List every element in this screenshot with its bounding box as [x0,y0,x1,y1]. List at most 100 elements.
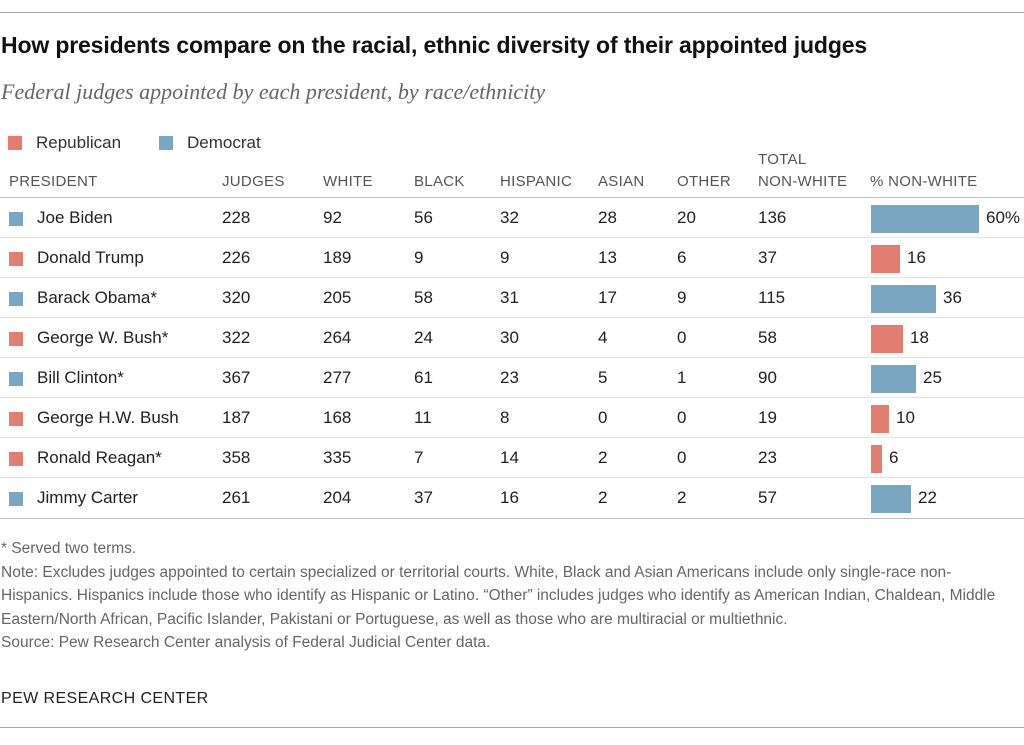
cell-asian: 0 [598,408,608,427]
cell-black: 9 [414,248,424,267]
cell-total: 23 [758,448,777,467]
cell-judges: 320 [222,288,251,307]
cell-black: 58 [414,288,433,307]
bar-pct-non-white [871,445,882,473]
bar-label-pct: 16 [907,248,926,267]
row-divider [0,477,1024,478]
cell-asian: 28 [598,208,617,227]
cell-president: Bill Clinton* [37,368,124,387]
cell-judges: 228 [222,208,251,227]
cell-other: 6 [677,248,687,267]
header-rule [0,197,1024,198]
header-pct-non-white: % NON-WHITE [870,173,978,190]
row-divider [0,357,1024,358]
bar-pct-non-white [871,405,889,433]
cell-other: 2 [677,488,687,507]
party-swatch [9,372,23,386]
cell-black: 56 [414,208,433,227]
bar-label-pct: 25 [923,368,942,387]
cell-hispanic: 30 [500,328,519,347]
chart-title: How presidents compare on the racial, et… [1,32,868,58]
top-rule [0,12,1024,13]
cell-asian: 5 [598,368,608,387]
bottom-rule [0,727,1024,728]
cell-hispanic: 14 [500,448,519,467]
cell-total: 58 [758,328,777,347]
legend-swatch-republican [8,136,22,150]
table-row: George W. Bush* 322 264 24 30 4 0 58 18 [0,318,1024,358]
cell-total: 115 [758,288,786,307]
cell-black: 61 [414,368,433,387]
party-swatch [9,292,23,306]
cell-asian: 17 [598,288,617,307]
cell-white: 204 [323,488,352,507]
cell-asian: 2 [598,448,608,467]
cell-president: Joe Biden [37,208,113,227]
footnotes: * Served two terms. Note: Excludes judge… [1,537,1021,655]
bar-label-pct: 10 [896,408,915,427]
footnote-note: Note: Excludes judges appointed to certa… [1,563,996,628]
bar-pct-non-white [871,325,903,353]
cell-other: 0 [677,408,687,427]
cell-white: 205 [323,288,352,307]
cell-president: Jimmy Carter [37,488,139,507]
bar-pct-non-white [871,365,916,393]
cell-total: 19 [758,408,777,427]
cell-white: 189 [323,248,352,267]
cell-president: Donald Trump [37,248,144,267]
table-bottom-rule [0,518,1024,519]
cell-black: 24 [414,328,433,347]
cell-president: George H.W. Bush [37,408,179,427]
cell-other: 20 [677,208,696,227]
cell-white: 168 [323,408,352,427]
cell-total: 136 [758,208,787,227]
table-row: Jimmy Carter 261 204 37 16 2 2 57 22 [0,478,1024,518]
party-swatch [9,252,23,266]
table-row: Donald Trump 226 189 9 9 13 6 37 16 [0,238,1024,278]
cell-white: 264 [323,328,352,347]
legend-label-republican: Republican [36,133,122,152]
bar-label-pct: 6 [889,448,899,467]
cell-president: Ronald Reagan* [37,448,162,467]
header-hispanic: HISPANIC [500,173,573,190]
party-swatch [9,332,23,346]
cell-president: Barack Obama* [37,288,157,307]
cell-asian: 13 [598,248,617,267]
header-asian: ASIAN [598,173,645,190]
row-divider [0,277,1024,278]
cell-president: George W. Bush* [37,328,169,347]
bar-label-pct: 60% [986,208,1021,227]
cell-judges: 226 [222,248,251,267]
bar-pct-non-white [871,205,979,233]
footnote-two-terms: * Served two terms. [1,540,137,557]
header-other: OTHER [677,173,731,190]
header-president: PRESIDENT [9,173,98,190]
cell-asian: 4 [598,328,608,347]
cell-other: 1 [677,368,687,387]
cell-white: 277 [323,368,352,387]
cell-hispanic: 9 [500,248,510,267]
cell-judges: 367 [222,368,251,387]
row-divider [0,437,1024,438]
cell-white: 335 [323,448,352,467]
row-divider [0,237,1024,238]
header-total-top: TOTAL [758,151,807,168]
party-swatch [9,212,23,226]
party-swatch [9,452,23,466]
legend-label-democrat: Democrat [187,133,261,152]
header-judges: JUDGES [222,173,285,190]
cell-other: 0 [677,328,687,347]
cell-black: 37 [414,488,433,507]
cell-hispanic: 8 [500,408,510,427]
bar-label-pct: 36 [943,288,962,307]
legend-swatch-democrat [159,136,173,150]
party-swatch [9,492,23,506]
chart-subtitle: Federal judges appointed by each preside… [1,79,546,104]
cell-judges: 261 [222,488,251,507]
bar-pct-non-white [871,285,936,313]
header-black: BLACK [414,173,465,190]
bar-pct-non-white [871,245,900,273]
cell-judges: 322 [222,328,251,347]
header-white: WHITE [323,173,373,190]
party-swatch [9,412,23,426]
